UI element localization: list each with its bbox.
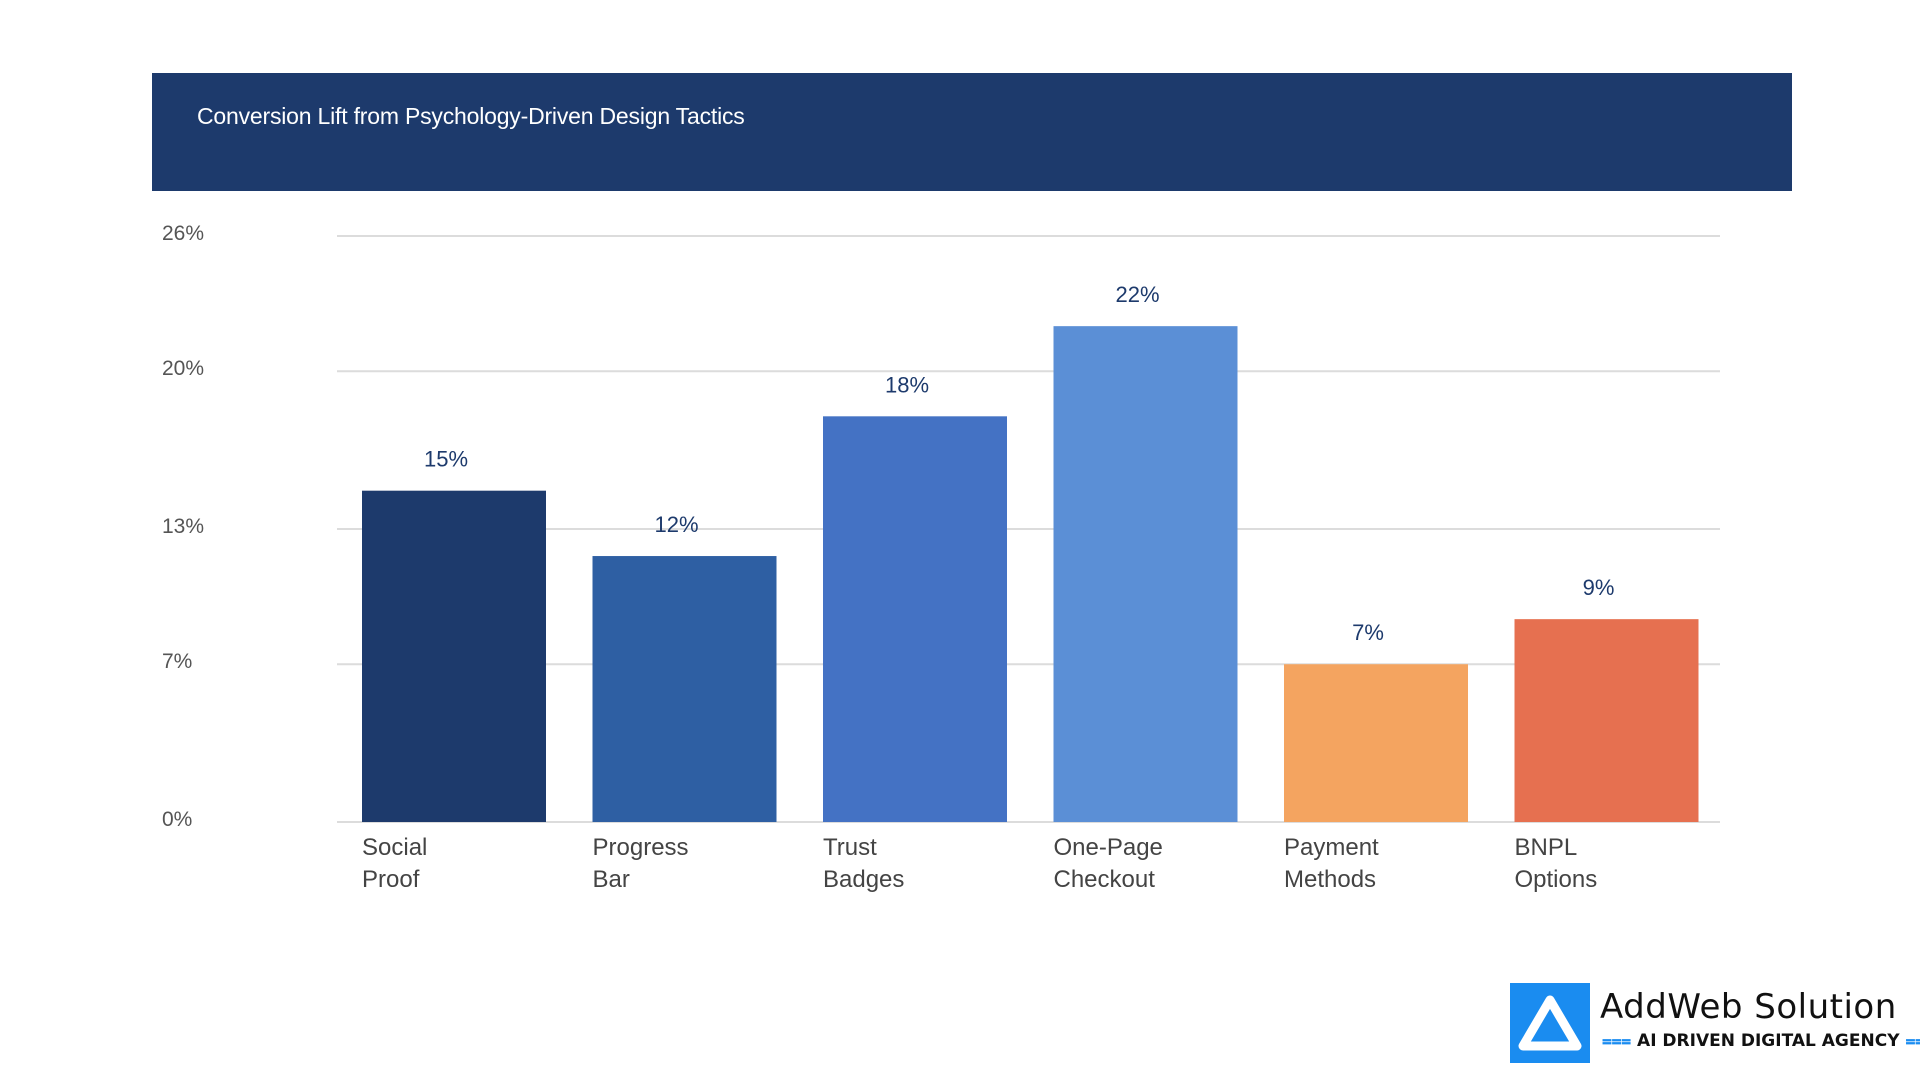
data-labels: 15% 12% 18% 22% 7% 9% [424,282,1614,645]
grid-lines [337,235,1720,823]
bar [592,556,777,822]
data-label: 12% [654,512,698,537]
data-label: 7% [1352,620,1384,645]
x-tick-label: One-Page [1054,834,1163,861]
x-tick-label: Options [1515,866,1598,893]
bar [823,416,1007,822]
chart-header: Conversion Lift from Psychology-Driven D… [152,73,1792,191]
bar [1053,326,1238,822]
y-tick-label: 20% [162,357,204,380]
speed-lines-left-icon: ⩶ [1602,1031,1632,1051]
y-tick-label: 26% [162,222,204,245]
x-tick-label: Social [362,834,427,861]
bar [1514,619,1699,822]
data-label: 22% [1115,282,1159,307]
x-axis-ticks: Social Proof Progress Bar Trust Badges One-Pag… [362,834,1597,893]
y-axis-ticks: 0% 7% 13% 20% 26% [162,222,204,831]
brand-block: AddWeb Solution ⩶ AI DRIVEN DIGITAL AGEN… [1510,983,1920,1063]
data-label: 9% [1583,575,1615,600]
brand-logo-icon [1510,983,1590,1063]
bar [1284,664,1468,822]
brand-tagline-text: AI DRIVEN DIGITAL AGENCY [1637,1031,1900,1051]
x-tick-label: Bar [593,866,630,893]
triangle-a-logo-icon [1518,995,1582,1051]
brand-tagline: ⩶ AI DRIVEN DIGITAL AGENCY ⩶ [1602,1031,1920,1051]
x-tick-label: Payment [1284,834,1379,861]
x-tick-label: Checkout [1054,866,1156,893]
speed-lines-right-icon: ⩶ [1905,1031,1920,1051]
chart-title: Conversion Lift from Psychology-Driven D… [197,103,745,129]
data-label: 15% [424,447,468,472]
brand-name: AddWeb Solution [1600,987,1897,1027]
data-label: 18% [885,372,929,397]
y-tick-label: 0% [162,808,192,831]
bars [362,326,1699,822]
y-tick-label: 13% [162,515,204,538]
x-tick-label: Proof [362,866,420,893]
x-tick-label: Methods [1284,866,1376,893]
x-tick-label: Badges [823,866,904,893]
x-tick-label: BNPL [1515,834,1578,861]
y-tick-label: 7% [162,650,192,673]
x-tick-label: Trust [823,834,877,861]
x-tick-label: Progress [593,834,689,861]
bar [362,490,546,822]
